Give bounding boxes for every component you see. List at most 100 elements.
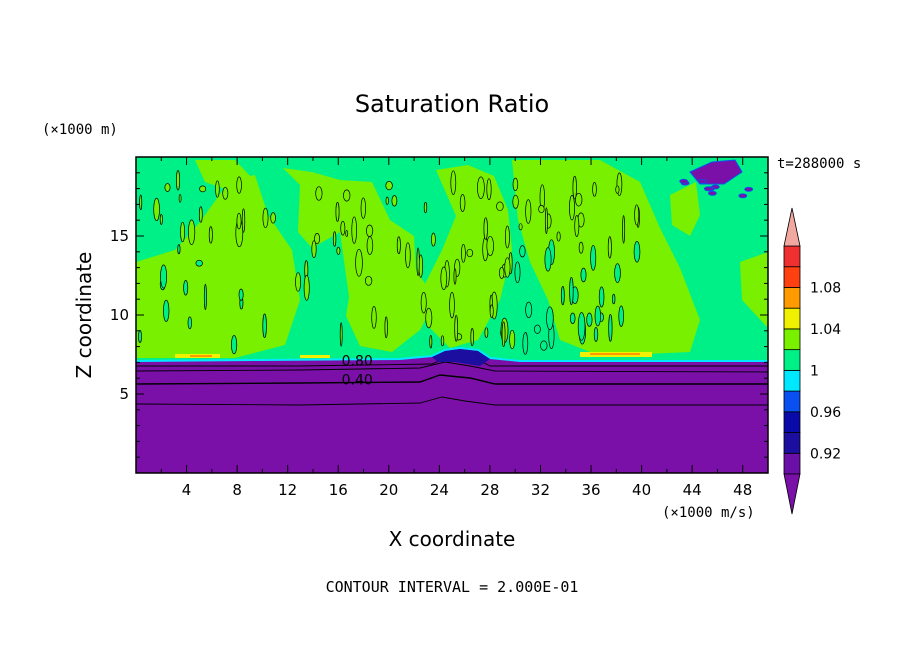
streak xyxy=(371,306,377,329)
streak xyxy=(164,183,171,192)
streak xyxy=(366,224,374,237)
streak xyxy=(483,217,488,240)
streak xyxy=(139,194,143,211)
streak xyxy=(340,220,346,236)
streak xyxy=(572,175,577,200)
green-region-8 xyxy=(670,182,700,236)
streak xyxy=(183,280,189,296)
streak xyxy=(486,235,494,257)
x-tick-label: 12 xyxy=(278,481,297,499)
streak xyxy=(311,240,317,259)
x-tick-label: 16 xyxy=(329,481,348,499)
streak xyxy=(534,324,541,334)
streak xyxy=(453,268,457,285)
streak xyxy=(538,205,545,214)
streak xyxy=(575,192,583,207)
dry-patch-fleck xyxy=(738,193,748,199)
streak xyxy=(484,327,489,338)
colorbar-segment xyxy=(783,432,801,454)
streak xyxy=(546,306,554,330)
streak xyxy=(440,335,445,347)
streak xyxy=(633,241,641,263)
streak xyxy=(262,313,267,339)
streak xyxy=(518,223,523,231)
contour-label: 0.80 xyxy=(342,354,373,370)
streak xyxy=(332,231,337,247)
streak xyxy=(431,232,436,247)
streak xyxy=(470,328,474,347)
streak xyxy=(560,286,565,306)
streak xyxy=(160,264,168,289)
streak xyxy=(622,215,626,244)
streak xyxy=(262,207,269,229)
x-tick-label: 36 xyxy=(581,481,600,499)
streak xyxy=(270,212,276,224)
streak xyxy=(440,266,448,290)
colorbar-label: 0.92 xyxy=(810,446,841,462)
contour-lines xyxy=(136,355,768,406)
streak xyxy=(238,288,244,301)
field-band-high xyxy=(175,352,652,358)
colorbar-segment xyxy=(783,452,801,475)
streak xyxy=(594,305,601,327)
streak xyxy=(295,272,302,292)
streak xyxy=(592,181,597,197)
streak xyxy=(569,195,575,221)
streak xyxy=(159,213,163,225)
streak xyxy=(615,185,620,194)
streak xyxy=(396,236,401,255)
streak xyxy=(138,329,142,344)
streak xyxy=(366,236,374,255)
streak xyxy=(598,286,605,308)
streak xyxy=(195,259,203,267)
streak xyxy=(509,329,516,350)
colorbar-segment xyxy=(783,390,801,413)
streak xyxy=(512,177,519,192)
y-tick-label: 10 xyxy=(110,306,129,324)
dry-patch-fleck xyxy=(697,178,707,184)
streak xyxy=(314,233,321,245)
dry-patch-fleck xyxy=(679,178,689,184)
streak xyxy=(486,178,492,201)
y-unit-label: (×1000 m) xyxy=(42,122,118,138)
streak xyxy=(384,316,388,339)
y-axis-label: Z coordinate xyxy=(72,252,96,379)
streak xyxy=(391,195,398,207)
convective-streaks xyxy=(138,170,641,355)
streak xyxy=(360,197,366,219)
streak xyxy=(153,197,160,222)
y-axis-ticks: 5 10 15 xyxy=(110,172,768,458)
streak xyxy=(343,189,351,202)
streak xyxy=(180,221,186,243)
streak xyxy=(466,248,474,258)
streak xyxy=(504,225,510,249)
colorbar-segment xyxy=(783,245,801,268)
green-region-7 xyxy=(556,226,600,282)
contour-line-3 xyxy=(136,374,768,385)
streak xyxy=(420,292,427,314)
x-tick-label: 48 xyxy=(733,481,752,499)
dry-patch-fleck xyxy=(708,190,717,196)
x-unit-label: (×1000 m/s) xyxy=(662,505,755,521)
x-tick-label: 32 xyxy=(531,481,550,499)
colorbar-label: 0.96 xyxy=(810,405,841,421)
streak xyxy=(178,194,182,203)
streak xyxy=(429,334,433,349)
streak xyxy=(236,176,242,194)
saturation-field xyxy=(136,157,768,473)
colorbar-segment xyxy=(783,328,801,351)
streak xyxy=(339,322,343,347)
streak xyxy=(459,194,466,212)
green-region-6 xyxy=(512,160,700,356)
streak xyxy=(540,340,548,351)
streak xyxy=(241,208,246,233)
streak xyxy=(544,247,552,272)
dark-blue-bump xyxy=(432,349,490,366)
x-tick-label: 20 xyxy=(379,481,398,499)
streak xyxy=(477,176,485,199)
colorbar-label: 1.04 xyxy=(810,322,841,338)
streak xyxy=(577,312,586,341)
streak xyxy=(163,299,170,322)
streak xyxy=(222,186,229,200)
